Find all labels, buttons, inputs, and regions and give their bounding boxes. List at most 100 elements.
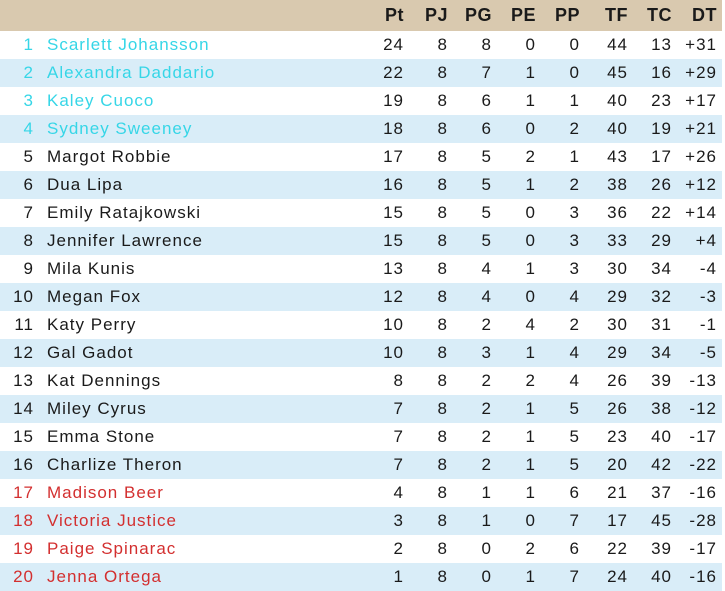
player-name: Kat Dennings bbox=[47, 371, 162, 390]
stat-cell-tf: 45 bbox=[607, 63, 628, 82]
stat-cell-tc: 42 bbox=[651, 455, 672, 474]
table-row[interactable]: 9 Mila Kunis 13 8 4 1 3 30 34 -4 bbox=[0, 255, 722, 283]
stat-cell-pj: 8 bbox=[437, 539, 448, 558]
stat-cell-pt: 1 bbox=[393, 567, 404, 586]
stat-cell-pe: 0 bbox=[525, 231, 536, 250]
stat-cell-tf: 26 bbox=[607, 371, 628, 390]
stat-cell-pp: 5 bbox=[569, 427, 580, 446]
stat-cell-pj: 8 bbox=[437, 511, 448, 530]
stat-cell-tc: 17 bbox=[651, 147, 672, 166]
stat-cell-pg: 1 bbox=[481, 511, 492, 530]
stat-cell-pt: 13 bbox=[383, 259, 404, 278]
player-name: Charlize Theron bbox=[47, 455, 183, 474]
stat-cell-tc: 39 bbox=[651, 371, 672, 390]
stat-cell-pg: 1 bbox=[481, 483, 492, 502]
stat-cell-pp: 4 bbox=[569, 343, 580, 362]
table-row[interactable]: 11 Katy Perry 10 8 2 4 2 30 31 -1 bbox=[0, 311, 722, 339]
player-name: Scarlett Johansson bbox=[47, 35, 210, 54]
column-header-pj[interactable]: PJ bbox=[424, 5, 448, 25]
table-row[interactable]: 3 Kaley Cuoco 19 8 6 1 1 40 23 +17 bbox=[0, 87, 722, 115]
stat-cell-dt: -1 bbox=[699, 315, 717, 334]
column-header-tf[interactable]: TF bbox=[605, 5, 628, 25]
rank-cell: 18 bbox=[13, 511, 34, 530]
stat-cell-tc: 26 bbox=[651, 175, 672, 194]
table-row[interactable]: 8 Jennifer Lawrence 15 8 5 0 3 33 29 +4 bbox=[0, 227, 722, 255]
stat-cell-tc: 29 bbox=[651, 231, 672, 250]
stat-cell-tc: 32 bbox=[651, 287, 672, 306]
rank-cell: 19 bbox=[13, 539, 34, 558]
stat-cell-pt: 17 bbox=[383, 147, 404, 166]
stat-cell-pg: 5 bbox=[481, 203, 492, 222]
stat-cell-pp: 1 bbox=[569, 147, 580, 166]
stat-cell-pp: 7 bbox=[569, 567, 580, 586]
table-row[interactable]: 15 Emma Stone 7 8 2 1 5 23 40 -17 bbox=[0, 423, 722, 451]
stat-cell-dt: +29 bbox=[685, 63, 717, 82]
table-row[interactable]: 16 Charlize Theron 7 8 2 1 5 20 42 -22 bbox=[0, 451, 722, 479]
stat-cell-tf: 30 bbox=[607, 315, 628, 334]
column-header-tc[interactable]: TC bbox=[647, 5, 672, 25]
stat-cell-tf: 26 bbox=[607, 399, 628, 418]
column-header-pg[interactable]: PG bbox=[464, 5, 492, 25]
player-name: Miley Cyrus bbox=[47, 399, 147, 418]
player-name: Gal Gadot bbox=[47, 343, 134, 362]
table-row[interactable]: 20 Jenna Ortega 1 8 0 1 7 24 40 -16 bbox=[0, 563, 722, 591]
stat-cell-tf: 17 bbox=[607, 511, 628, 530]
stat-cell-pe: 1 bbox=[525, 455, 536, 474]
stat-cell-tc: 40 bbox=[651, 427, 672, 446]
player-name: Margot Robbie bbox=[47, 147, 172, 166]
stat-cell-pj: 8 bbox=[437, 175, 448, 194]
stat-cell-pg: 4 bbox=[481, 287, 492, 306]
stat-cell-pp: 0 bbox=[569, 35, 580, 54]
stat-cell-dt: -22 bbox=[689, 455, 717, 474]
table-header-row: Pt PJ PG PE PP TF TC DT bbox=[0, 0, 722, 31]
table-row[interactable]: 13 Kat Dennings 8 8 2 2 4 26 39 -13 bbox=[0, 367, 722, 395]
table-row[interactable]: 12 Gal Gadot 10 8 3 1 4 29 34 -5 bbox=[0, 339, 722, 367]
stat-cell-pj: 8 bbox=[437, 259, 448, 278]
stat-cell-pt: 4 bbox=[393, 483, 404, 502]
rank-cell: 3 bbox=[23, 91, 34, 110]
table-row[interactable]: 10 Megan Fox 12 8 4 0 4 29 32 -3 bbox=[0, 283, 722, 311]
table-row[interactable]: 5 Margot Robbie 17 8 5 2 1 43 17 +26 bbox=[0, 143, 722, 171]
stat-cell-dt: +31 bbox=[685, 35, 717, 54]
table-row[interactable]: 17 Madison Beer 4 8 1 1 6 21 37 -16 bbox=[0, 479, 722, 507]
stat-cell-tf: 38 bbox=[607, 175, 628, 194]
stat-cell-pe: 0 bbox=[525, 287, 536, 306]
stat-cell-pe: 1 bbox=[525, 343, 536, 362]
column-header-dt[interactable]: DT bbox=[692, 5, 717, 25]
table-row[interactable]: 2 Alexandra Daddario 22 8 7 1 0 45 16 +29 bbox=[0, 59, 722, 87]
rank-cell: 7 bbox=[23, 203, 34, 222]
stat-cell-pj: 8 bbox=[437, 343, 448, 362]
table-row[interactable]: 7 Emily Ratajkowski 15 8 5 0 3 36 22 +14 bbox=[0, 199, 722, 227]
stat-cell-pt: 7 bbox=[393, 427, 404, 446]
player-name: Sydney Sweeney bbox=[47, 119, 193, 138]
column-header-pt[interactable]: Pt bbox=[385, 5, 404, 25]
stat-cell-pp: 1 bbox=[569, 91, 580, 110]
rank-cell: 20 bbox=[13, 567, 34, 586]
table-row[interactable]: 19 Paige Spinarac 2 8 0 2 6 22 39 -17 bbox=[0, 535, 722, 563]
table-row[interactable]: 6 Dua Lipa 16 8 5 1 2 38 26 +12 bbox=[0, 171, 722, 199]
stat-cell-pe: 0 bbox=[525, 35, 536, 54]
stat-cell-pp: 7 bbox=[569, 511, 580, 530]
player-name: Victoria Justice bbox=[47, 511, 178, 530]
stat-cell-pg: 8 bbox=[481, 35, 492, 54]
stat-cell-pt: 15 bbox=[383, 231, 404, 250]
stat-cell-pt: 22 bbox=[383, 63, 404, 82]
stat-cell-dt: -5 bbox=[699, 343, 717, 362]
table-row[interactable]: 4 Sydney Sweeney 18 8 6 0 2 40 19 +21 bbox=[0, 115, 722, 143]
table-row[interactable]: 18 Victoria Justice 3 8 1 0 7 17 45 -28 bbox=[0, 507, 722, 535]
stat-cell-pp: 5 bbox=[569, 455, 580, 474]
column-header-pe[interactable]: PE bbox=[510, 5, 536, 25]
stat-cell-tc: 23 bbox=[651, 91, 672, 110]
stat-cell-pt: 19 bbox=[383, 91, 404, 110]
stat-cell-pe: 1 bbox=[525, 427, 536, 446]
table-row[interactable]: 1 Scarlett Johansson 24 8 8 0 0 44 13 +31 bbox=[0, 31, 722, 59]
player-name: Mila Kunis bbox=[47, 259, 136, 278]
column-header-pp[interactable]: PP bbox=[554, 5, 580, 25]
stat-cell-pe: 4 bbox=[525, 315, 536, 334]
stat-cell-pe: 0 bbox=[525, 203, 536, 222]
stat-cell-dt: +21 bbox=[685, 119, 717, 138]
stat-cell-pg: 6 bbox=[481, 119, 492, 138]
table-row[interactable]: 14 Miley Cyrus 7 8 2 1 5 26 38 -12 bbox=[0, 395, 722, 423]
player-name: Madison Beer bbox=[47, 483, 164, 502]
